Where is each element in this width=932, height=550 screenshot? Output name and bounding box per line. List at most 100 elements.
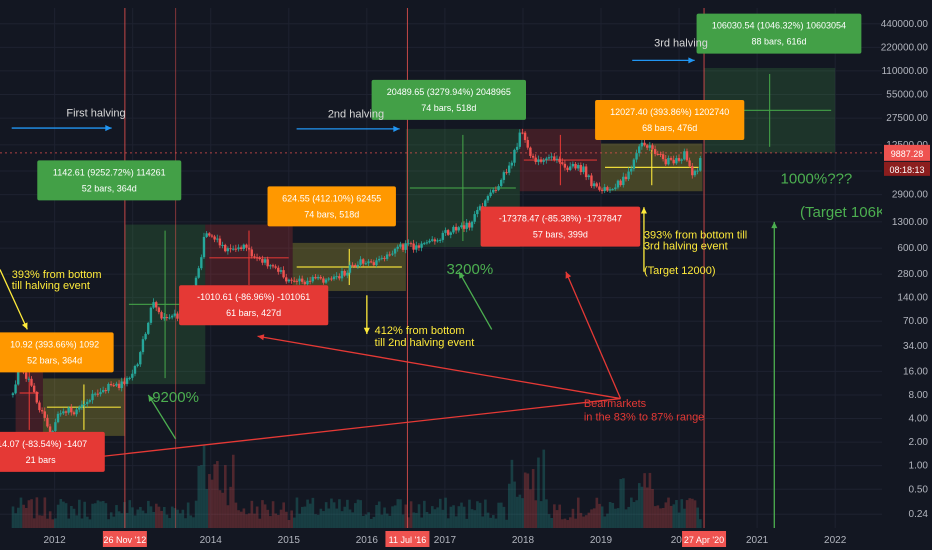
candle-body <box>27 378 31 380</box>
volume-bar <box>515 496 519 528</box>
measure-box: -17378.47 (-85.38%) -1737847 57 bars, 399… <box>480 206 641 247</box>
volume-bar <box>348 509 352 528</box>
candle-body <box>431 239 434 241</box>
candle-body <box>56 413 60 423</box>
candle-body <box>667 158 670 165</box>
volume-bar <box>287 520 291 528</box>
candle-body <box>457 227 460 231</box>
volume-bar <box>574 518 577 528</box>
measure-box-change: 624.55 (412.10%) 62455 <box>282 193 381 203</box>
green-arrow-target-head <box>771 221 778 229</box>
candle-body <box>67 407 70 413</box>
volume-bar <box>372 516 376 528</box>
volume-bar <box>489 517 492 528</box>
volume-bar <box>545 499 548 528</box>
volume-bar <box>587 512 591 528</box>
volume-bar <box>484 499 487 528</box>
volume-bar <box>194 500 198 528</box>
candle-body <box>255 257 259 259</box>
volume-bar <box>356 499 360 528</box>
candle-body <box>494 189 498 191</box>
candle-body <box>542 160 545 162</box>
measure-box-bars: 52 bars, 364d <box>27 355 82 365</box>
candle-body <box>308 280 312 282</box>
candle-body <box>250 249 253 257</box>
measure-box: 624.55 (412.10%) 62455 74 bars, 518d <box>267 186 396 227</box>
volume-bar <box>600 506 604 528</box>
price-tick-label: 140.00 <box>897 293 928 304</box>
candle-body <box>210 235 214 237</box>
volume-bar <box>653 506 657 528</box>
volume-bar <box>550 517 554 528</box>
candle-body <box>640 142 644 147</box>
volume-bar <box>603 516 607 528</box>
volume-bar <box>460 502 463 528</box>
time-axis[interactable]: 2012 2014 2015 2016 2017 2018 2019 202 2021 2022 2… <box>0 528 932 550</box>
price-axis[interactable]: 440000.00 220000.00 110000.00 55000.00 27500… <box>881 0 932 550</box>
volume-bar <box>396 499 400 528</box>
candle-body <box>691 166 694 176</box>
volume-bar <box>433 509 437 528</box>
candle-body <box>537 159 540 163</box>
volume-bar <box>645 487 649 528</box>
volume-bar <box>17 507 20 528</box>
volume-bar <box>404 504 408 528</box>
price-tag-bg <box>884 144 930 161</box>
price-tick-label: 8.00 <box>909 390 929 401</box>
candle-body <box>263 259 267 263</box>
annotation-text: in the 83% to 87% range <box>584 411 704 423</box>
volume-bar <box>107 519 110 528</box>
volume-bar <box>335 508 339 528</box>
volume-bar <box>64 503 68 528</box>
volume-bar <box>598 503 601 528</box>
measure-box-bars: 61 bars, 427d <box>226 308 281 318</box>
volume-bar <box>324 502 328 528</box>
candle-body <box>335 276 338 278</box>
candle-body <box>566 167 569 170</box>
measure-box-bars: 52 bars, 364d <box>82 183 137 193</box>
volume-bar <box>300 506 304 528</box>
candle-body <box>351 264 354 266</box>
candle-body <box>80 404 84 408</box>
volume-bar <box>513 481 516 528</box>
candle-body <box>327 278 330 280</box>
volume-bar <box>638 483 641 528</box>
candle-body <box>436 240 439 242</box>
candle-body <box>136 364 139 367</box>
candle-body <box>99 392 102 395</box>
candle-body <box>624 176 628 180</box>
volume-bar <box>664 502 668 528</box>
volume-bar <box>109 512 113 528</box>
candle-body <box>340 270 344 279</box>
volume-bar <box>553 504 556 528</box>
volume-bar <box>521 498 524 528</box>
candle-body <box>699 158 702 171</box>
candle-body <box>205 233 208 237</box>
candle-body <box>139 352 142 365</box>
volume-bar <box>247 513 251 528</box>
volume-bar <box>258 518 262 528</box>
volume-bar <box>667 497 670 528</box>
candle-body <box>598 186 601 190</box>
volume-bar <box>237 510 240 528</box>
candle-body <box>72 412 76 415</box>
candle-body <box>149 307 153 323</box>
candle-body <box>266 259 269 267</box>
candle-body <box>348 264 352 273</box>
annotation-text: (Target 12000) <box>644 265 716 277</box>
candle-body <box>576 165 580 169</box>
candle-body <box>643 142 646 146</box>
measure-box-bg <box>696 13 862 54</box>
candle-body <box>155 302 158 308</box>
candle-body <box>417 245 421 248</box>
price-tick-label: 280.00 <box>897 269 928 280</box>
candle-body <box>531 155 535 158</box>
candle-body <box>120 381 123 389</box>
volume-bar <box>590 509 593 528</box>
measure-box-change: 20489.65 (3279.94%) 2048965 <box>387 87 511 97</box>
candle-body <box>587 175 590 178</box>
volume-bar <box>72 508 76 528</box>
candle-body <box>300 278 304 282</box>
annotation-text: 9200% <box>152 389 199 406</box>
